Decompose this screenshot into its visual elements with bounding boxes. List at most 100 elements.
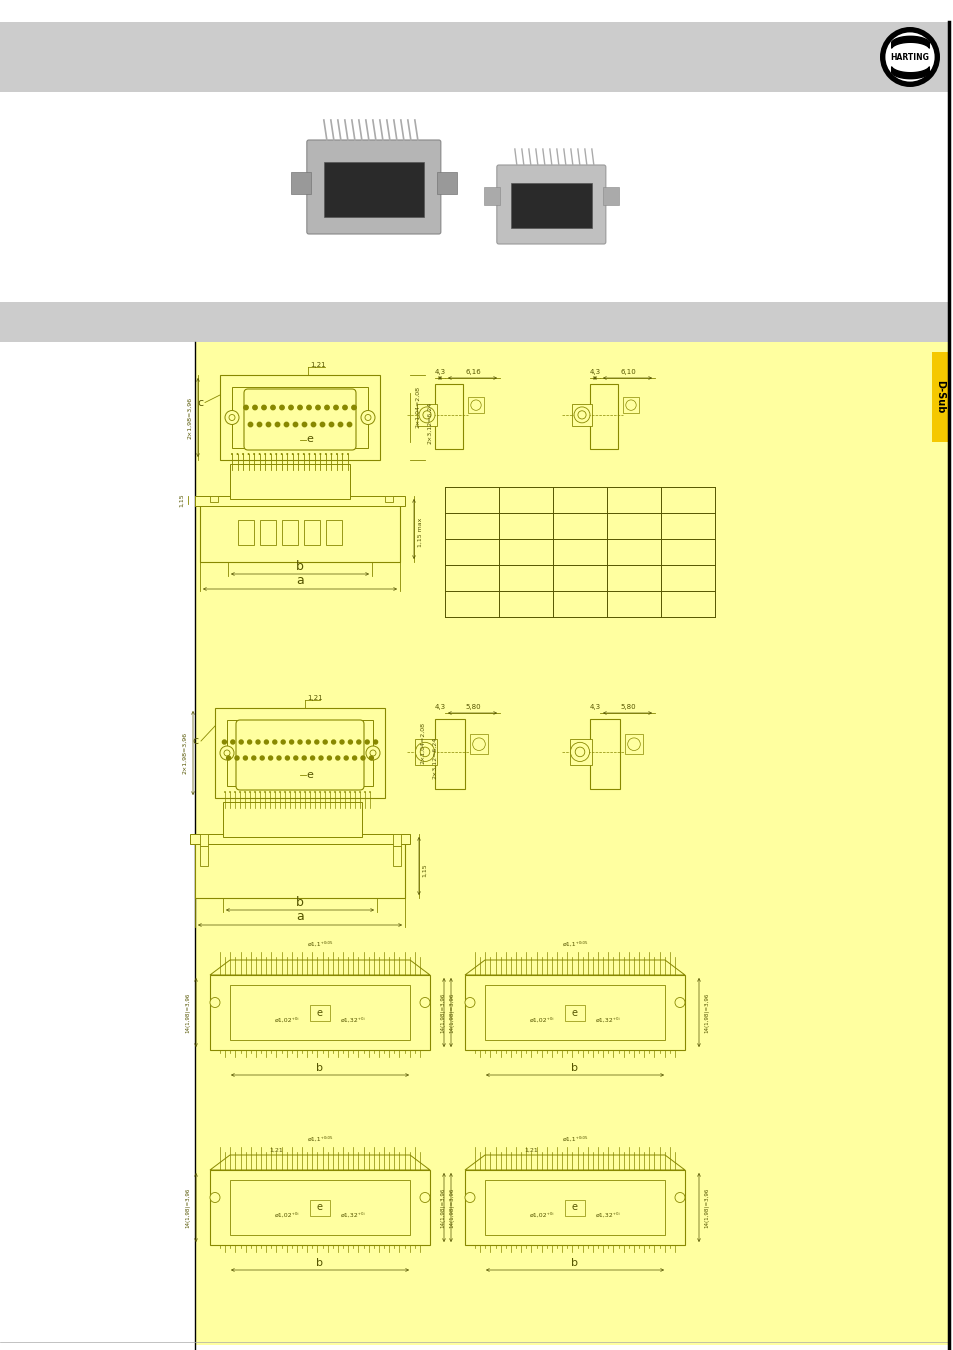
Circle shape <box>348 740 352 744</box>
Circle shape <box>224 751 230 756</box>
Circle shape <box>419 1192 430 1203</box>
Text: ø1,1⁺⁰ⁱ⁰⁵: ø1,1⁺⁰ⁱ⁰⁵ <box>307 941 333 946</box>
Circle shape <box>625 400 636 410</box>
Circle shape <box>259 791 260 792</box>
Circle shape <box>297 454 299 455</box>
Circle shape <box>578 410 585 418</box>
Circle shape <box>342 405 347 409</box>
Circle shape <box>352 405 355 409</box>
Circle shape <box>353 756 356 760</box>
Text: a: a <box>295 575 304 587</box>
Circle shape <box>243 756 247 760</box>
Circle shape <box>248 423 253 427</box>
Text: 5,80: 5,80 <box>465 703 480 710</box>
Circle shape <box>318 756 323 760</box>
Bar <box>230 464 350 500</box>
Text: a: a <box>295 910 304 923</box>
Circle shape <box>281 740 285 744</box>
Circle shape <box>309 791 311 792</box>
Circle shape <box>255 740 260 744</box>
Bar <box>564 1200 584 1215</box>
Circle shape <box>334 791 335 792</box>
Text: 14(1,98)=3,96: 14(1,98)=3,96 <box>449 1187 454 1227</box>
Circle shape <box>334 405 338 409</box>
Circle shape <box>294 756 297 760</box>
Circle shape <box>323 740 327 744</box>
Text: 14(1,98)=3,96: 14(1,98)=3,96 <box>703 992 709 1033</box>
Circle shape <box>360 756 365 760</box>
Bar <box>200 500 399 562</box>
Text: b: b <box>316 1062 323 1073</box>
Text: 1,21: 1,21 <box>307 695 322 701</box>
Circle shape <box>319 454 321 455</box>
Circle shape <box>306 740 310 744</box>
Circle shape <box>360 410 375 424</box>
Circle shape <box>233 791 235 792</box>
Bar <box>589 720 619 788</box>
Circle shape <box>471 400 480 410</box>
Circle shape <box>347 423 352 427</box>
Circle shape <box>270 454 272 455</box>
Circle shape <box>320 423 324 427</box>
Text: 2×3,12=6,24: 2×3,12=6,24 <box>432 737 437 779</box>
Text: b: b <box>571 1062 578 1073</box>
Polygon shape <box>464 1156 684 1170</box>
Circle shape <box>220 747 233 760</box>
Text: 14(1,98)=3,96: 14(1,98)=3,96 <box>185 992 191 1033</box>
Circle shape <box>879 27 939 86</box>
Circle shape <box>252 756 255 760</box>
Circle shape <box>330 454 332 455</box>
Text: b: b <box>571 1258 578 1268</box>
Circle shape <box>307 405 311 409</box>
Text: 2×1,04=2,08: 2×1,04=2,08 <box>416 386 420 428</box>
Text: e: e <box>306 435 314 444</box>
Circle shape <box>289 405 293 409</box>
Circle shape <box>415 743 435 761</box>
Circle shape <box>276 756 281 760</box>
Circle shape <box>257 423 261 427</box>
Circle shape <box>275 423 279 427</box>
Text: c: c <box>196 397 203 408</box>
Bar <box>323 162 423 217</box>
Text: 1,21: 1,21 <box>523 1148 537 1153</box>
Text: 1,15 max: 1,15 max <box>417 517 422 547</box>
Circle shape <box>248 454 250 455</box>
Circle shape <box>304 791 306 792</box>
Bar <box>210 975 430 1050</box>
Circle shape <box>884 32 934 81</box>
Circle shape <box>224 791 226 792</box>
Circle shape <box>308 454 310 455</box>
Text: 2×1,04=2,08: 2×1,04=2,08 <box>420 722 425 764</box>
Circle shape <box>239 791 241 792</box>
Polygon shape <box>210 960 430 975</box>
Circle shape <box>365 414 371 420</box>
Text: ø1,1⁺⁰ⁱ⁰⁵: ø1,1⁺⁰ⁱ⁰⁵ <box>561 1137 587 1142</box>
Circle shape <box>286 454 288 455</box>
Circle shape <box>273 740 276 744</box>
Circle shape <box>258 454 260 455</box>
Bar <box>931 352 948 441</box>
Text: e: e <box>306 769 314 780</box>
Text: ø1,32⁺⁰ⁱ: ø1,32⁺⁰ⁱ <box>595 1212 619 1218</box>
Bar <box>470 734 488 755</box>
Bar <box>214 707 385 798</box>
Bar <box>589 383 618 450</box>
Circle shape <box>314 740 318 744</box>
Bar <box>310 1004 330 1021</box>
Circle shape <box>327 756 331 760</box>
Circle shape <box>418 406 435 423</box>
Bar <box>435 383 462 450</box>
Text: ø1,1⁺⁰ⁱ⁰⁵: ø1,1⁺⁰ⁱ⁰⁵ <box>561 941 587 946</box>
Circle shape <box>269 756 273 760</box>
Bar <box>210 1170 430 1245</box>
Circle shape <box>297 740 302 744</box>
Text: 14(1,98)=3,96: 14(1,98)=3,96 <box>185 1187 191 1227</box>
Text: 2×1,98=3,96: 2×1,98=3,96 <box>188 397 193 439</box>
Circle shape <box>675 998 684 1007</box>
Circle shape <box>253 405 257 409</box>
Circle shape <box>419 747 430 757</box>
Text: 1,15: 1,15 <box>422 863 427 876</box>
Bar <box>282 520 297 545</box>
Bar <box>232 387 368 448</box>
Circle shape <box>253 454 254 455</box>
